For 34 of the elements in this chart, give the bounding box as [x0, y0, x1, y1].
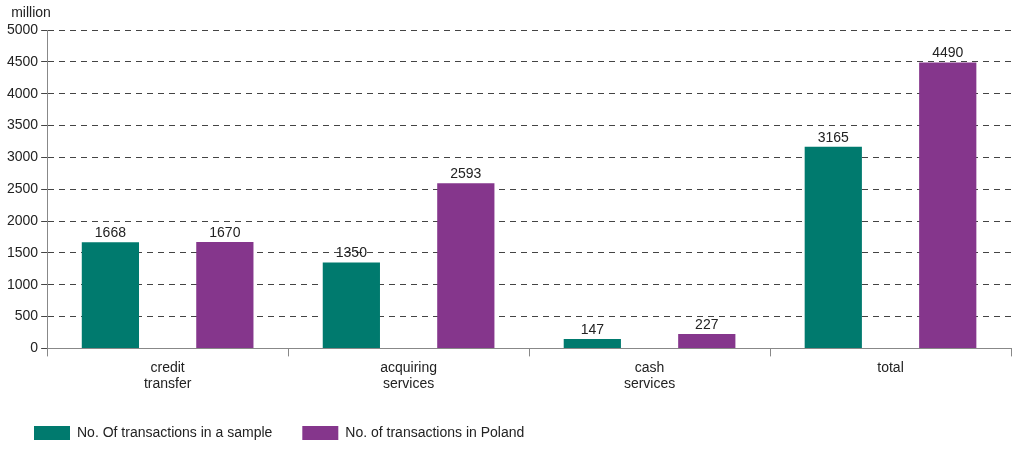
y-tick-label: 2000 [6, 211, 39, 228]
bar [81, 242, 140, 348]
bar [563, 339, 621, 348]
legend-label: No. of transactions in Poland [345, 423, 525, 440]
bar [919, 62, 977, 348]
data-label: 147 [580, 320, 605, 337]
y-tick-label: 2500 [6, 180, 39, 197]
y-axis-title: million [11, 3, 51, 20]
x-tick-label: cash services [623, 358, 676, 392]
y-tick-label: 0 [30, 339, 39, 356]
bar [322, 262, 380, 348]
data-label: 3165 [817, 128, 850, 145]
data-label: 1668 [94, 224, 127, 241]
data-label: 2593 [450, 165, 482, 182]
y-tick-label: 1000 [6, 275, 39, 292]
y-tick-label: 3500 [6, 116, 39, 133]
data-label: 4490 [932, 44, 964, 61]
x-tick-label: acquiring services [380, 358, 437, 392]
data-label: 1670 [209, 223, 241, 240]
y-tick-label: 4500 [6, 52, 39, 69]
y-tick-label: 3000 [6, 148, 39, 165]
y-tick-label: 5000 [6, 20, 39, 37]
bar [678, 333, 736, 348]
bar [804, 146, 862, 348]
x-tick-label: credit transfer [143, 358, 192, 392]
data-label: 227 [695, 315, 719, 332]
y-tick-label: 500 [14, 307, 39, 324]
y-tick-label: 1500 [6, 243, 39, 260]
bar [196, 242, 254, 348]
x-tick-label: total [877, 358, 904, 375]
bar [437, 183, 495, 348]
data-label: 1350 [335, 244, 368, 261]
legend-label: No. Of transactions in a sample [77, 423, 273, 440]
y-tick-label: 4000 [6, 84, 39, 101]
